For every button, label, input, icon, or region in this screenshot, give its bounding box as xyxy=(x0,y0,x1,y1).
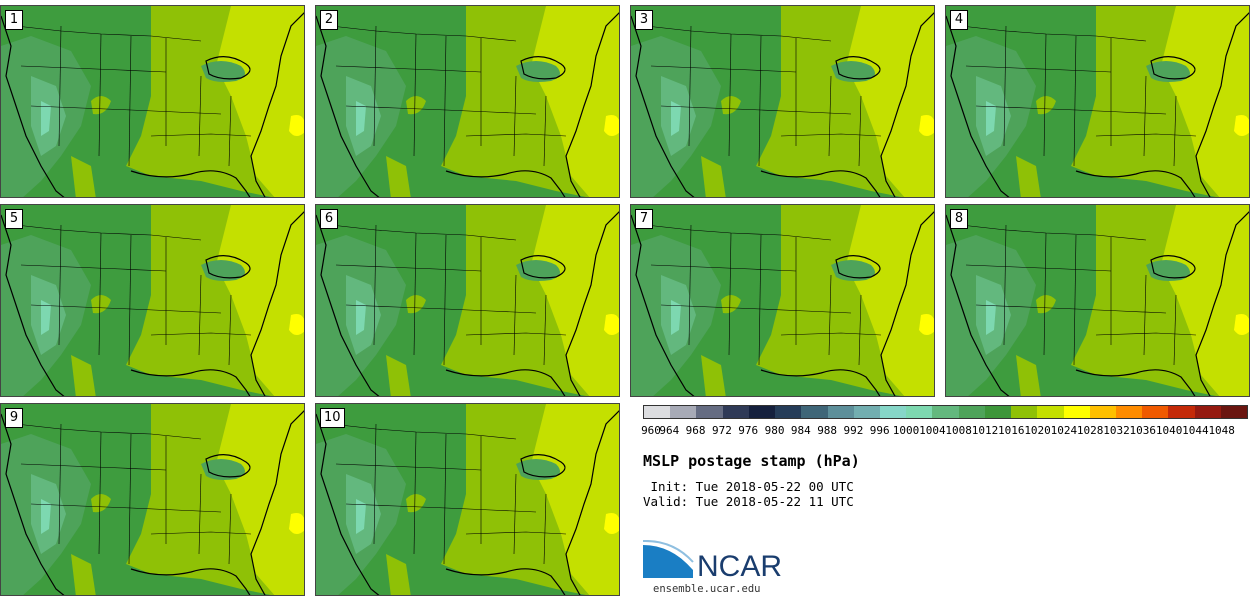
colorbar-swatch xyxy=(1011,406,1038,418)
panel-member-label: 6 xyxy=(320,209,338,229)
postage-stamp-panel: 5 xyxy=(0,204,305,397)
postage-stamp-panel: 2 xyxy=(315,5,620,198)
mslp-map xyxy=(316,6,619,197)
valid-time: Valid: Tue 2018-05-22 11 UTC xyxy=(643,494,854,509)
colorbar-tick-label: 996 xyxy=(869,424,890,437)
panel-member-label: 8 xyxy=(950,209,968,229)
colorbar-swatch xyxy=(1063,406,1090,418)
chart-title: MSLP postage stamp (hPa) xyxy=(643,452,860,470)
postage-stamp-panel: 9 xyxy=(0,403,305,596)
postage-stamp-panel: 4 xyxy=(945,5,1250,198)
colorbar-tick-label: 1000 xyxy=(892,424,920,437)
postage-stamp-panel: 8 xyxy=(945,204,1250,397)
colorbar-tick-label: 972 xyxy=(711,424,732,437)
colorbar-tick-label: 1032 xyxy=(1103,424,1130,437)
mslp-map xyxy=(631,6,934,197)
panel-member-label: 4 xyxy=(950,10,968,30)
panel-member-label: 3 xyxy=(635,10,653,30)
colorbar-tick-label: 1028 xyxy=(1076,424,1104,437)
colorbar-tick-label: 960 xyxy=(641,424,661,437)
colorbar-swatch xyxy=(644,406,671,418)
colorbar-tick-label: 1020 xyxy=(1024,424,1051,437)
colorbar-swatch xyxy=(1142,406,1169,418)
colorbar-tick-label: 1012 xyxy=(971,424,999,437)
panel-member-label: 9 xyxy=(5,408,23,428)
colorbar-labels: 960 964 968 972 976 980 984 988 992 996 1000 1004 10… xyxy=(641,424,1248,438)
colorbar-tick-label: 984 xyxy=(790,424,811,437)
colorbar-tick-label: 1016 xyxy=(998,424,1025,437)
panel-member-label: 7 xyxy=(635,209,653,229)
colorbar-swatch xyxy=(958,406,985,418)
colorbar-swatch xyxy=(827,406,854,418)
colorbar-tick-label: 1036 xyxy=(1129,424,1157,437)
colorbar-swatch xyxy=(722,406,749,418)
colorbar-swatch xyxy=(1194,406,1221,418)
colorbar-swatch xyxy=(801,406,828,418)
mslp-map xyxy=(631,205,934,396)
colorbar-swatch xyxy=(1037,406,1064,418)
colorbar-tick-label: 980 xyxy=(764,424,785,437)
colorbar-swatch xyxy=(879,406,907,418)
colorbar-swatch xyxy=(775,406,802,418)
colorbar-swatch xyxy=(853,406,880,418)
colorbar-tick-label: 1008 xyxy=(945,424,972,437)
colorbar-tick-label: 1024 xyxy=(1050,424,1078,437)
colorbar-tick-label: 1004 xyxy=(919,424,946,437)
panel-member-label: 2 xyxy=(320,10,338,30)
colorbar-tick-label: 968 xyxy=(685,424,706,437)
ncar-logo-icon xyxy=(643,540,694,578)
panel-member-label: 10 xyxy=(320,408,345,428)
colorbar-swatch xyxy=(1115,406,1143,418)
colorbar-swatch xyxy=(906,406,933,418)
mslp-map xyxy=(316,404,619,595)
mslp-map xyxy=(946,6,1249,197)
colorbar-tick-label: 988 xyxy=(817,424,838,437)
panel-member-label: 1 xyxy=(5,10,23,30)
colorbar-swatch xyxy=(748,406,776,418)
ncar-logo-text: NCAR xyxy=(697,550,783,583)
postage-stamp-panel: 1 xyxy=(0,5,305,198)
postage-stamp-panel: 3 xyxy=(630,5,935,198)
colorbar-tick-label: 1048 xyxy=(1208,424,1235,437)
colorbar-swatch xyxy=(1168,406,1195,418)
colorbar-swatch xyxy=(670,406,697,418)
postage-stamp-panel: 7 xyxy=(630,204,935,397)
mslp-map xyxy=(1,6,304,197)
colorbar-swatch xyxy=(1089,406,1116,418)
mslp-map xyxy=(946,205,1249,396)
colorbar-tick-label: 976 xyxy=(738,424,759,437)
site-url: ensemble.ucar.edu xyxy=(653,583,761,595)
colorbar-tick-label: 964 xyxy=(659,424,680,437)
panel-member-label: 5 xyxy=(5,209,23,229)
mslp-map xyxy=(1,205,304,396)
init-time: Init: Tue 2018-05-22 00 UTC xyxy=(643,479,854,494)
colorbar-tick-label: 1040 xyxy=(1155,424,1183,437)
colorbar-tick-label: 1044 xyxy=(1182,424,1209,437)
colorbar-swatch xyxy=(984,406,1012,418)
postage-stamp-panel: 6 xyxy=(315,204,620,397)
colorbar-swatch xyxy=(1220,406,1248,418)
mslp-map xyxy=(1,404,304,595)
colorbar-swatch xyxy=(696,406,723,418)
colorbar xyxy=(643,405,1248,419)
colorbar-tick-label: 992 xyxy=(843,424,864,437)
colorbar-swatch xyxy=(932,406,959,418)
postage-stamp-panel: 10 xyxy=(315,403,620,596)
mslp-map xyxy=(316,205,619,396)
